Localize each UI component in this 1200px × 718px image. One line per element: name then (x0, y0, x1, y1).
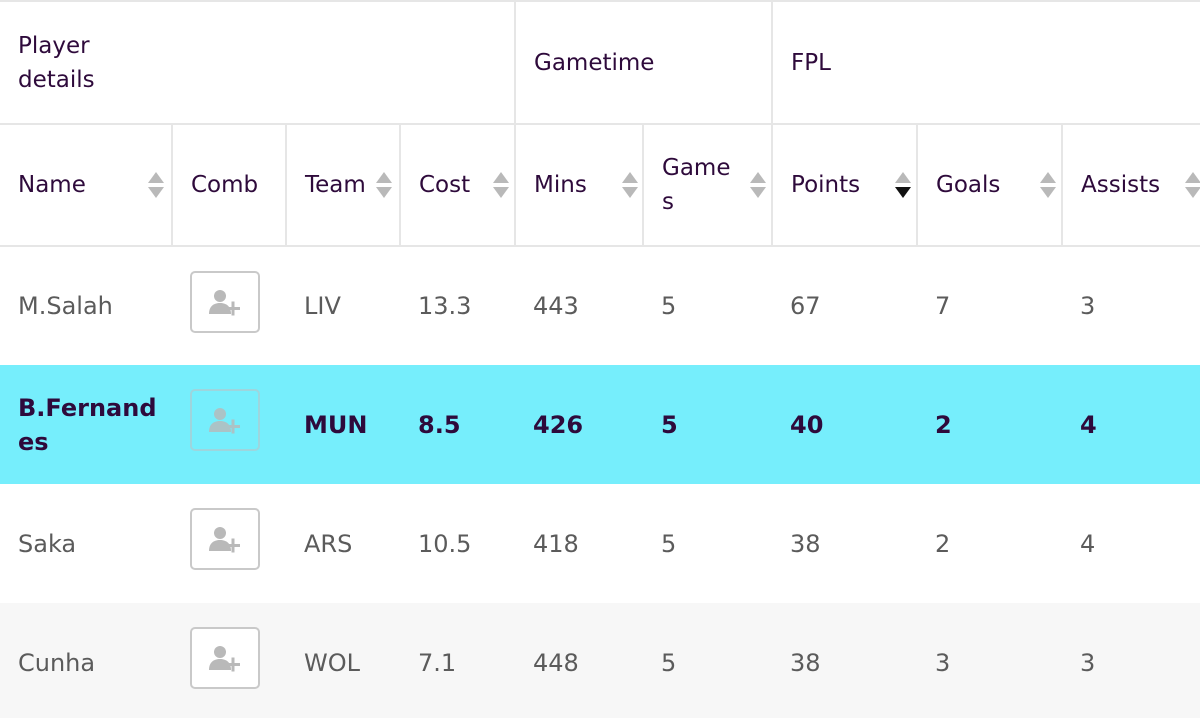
group-gametime: Gametime (515, 0, 774, 125)
comb-cell (172, 603, 286, 718)
assists-cell: 3 (1062, 603, 1200, 718)
assists-cell: 3 (1080, 292, 1096, 320)
column-header-points[interactable]: Points (772, 124, 919, 247)
add-player-button[interactable] (190, 389, 260, 451)
table-row[interactable]: Saka ARS 10.5 418 5 38 2 4 (0, 484, 1200, 603)
column-label-goals: Goals (936, 172, 1001, 198)
sort-arrows-icon[interactable] (376, 172, 392, 198)
column-label-comb: Comb (191, 172, 259, 198)
goals-cell: 2 (917, 365, 1063, 484)
sort-arrows-icon[interactable] (1040, 172, 1057, 198)
table-row-highlighted[interactable]: B.Fernandes MUN 8.5 426 5 40 2 4 (0, 365, 1200, 484)
mins-cell: 448 (515, 603, 644, 718)
team-cell: WOL (286, 603, 400, 718)
group-player-details: Player details (0, 0, 517, 125)
add-player-button[interactable] (190, 627, 260, 689)
mins-cell: 443 (533, 292, 579, 320)
table-row[interactable]: Cunha WOL 7.1 448 5 38 3 3 (0, 603, 1200, 718)
goals-cell: 7 (935, 292, 951, 320)
mins-cell: 418 (533, 529, 579, 558)
points-cell: 40 (772, 365, 918, 484)
column-header-assists[interactable]: Assists (1062, 124, 1200, 247)
points-cell: 38 (790, 529, 821, 558)
column-header-name[interactable]: Name (0, 124, 173, 247)
comb-cell (172, 365, 286, 484)
sort-arrows-icon[interactable] (148, 172, 164, 198)
mins-cell: 426 (515, 365, 644, 484)
sort-arrows-icon[interactable] (895, 172, 912, 198)
comb-cell (172, 484, 286, 603)
team-cell: MUN (286, 365, 400, 484)
column-label-name: Name (18, 172, 86, 198)
user-plus-icon (209, 527, 240, 553)
comb-cell (172, 246, 286, 365)
goals-cell: 2 (935, 529, 951, 558)
player-name[interactable]: Saka (18, 529, 77, 558)
table-row[interactable]: M.Salah LIV 13.3 443 5 67 7 3 (0, 246, 1200, 365)
games-cell: 5 (661, 292, 677, 320)
column-header-team[interactable]: Team (286, 124, 401, 247)
user-plus-icon (209, 289, 240, 315)
column-header-games[interactable]: Games (643, 124, 774, 247)
column-header-comb: Comb (172, 124, 287, 247)
player-name[interactable]: M.Salah (18, 292, 113, 320)
sort-arrows-icon[interactable] (493, 172, 509, 198)
team-cell: LIV (304, 292, 341, 320)
games-cell: 5 (661, 529, 677, 558)
column-label-assists: Assists (1081, 172, 1161, 198)
column-label-games: Games (662, 155, 731, 215)
goals-cell: 3 (917, 603, 1063, 718)
points-cell: 38 (772, 603, 918, 718)
group-fpl: FPL (772, 0, 1200, 125)
user-plus-icon (209, 646, 240, 672)
column-label-points: Points (791, 172, 861, 198)
column-label-team: Team (305, 172, 366, 198)
column-label-cost: Cost (419, 172, 471, 198)
assists-cell: 4 (1080, 529, 1096, 558)
column-header-mins[interactable]: Mins (515, 124, 645, 247)
games-cell: 5 (643, 365, 773, 484)
cost-cell: 10.5 (418, 529, 472, 558)
games-cell: 5 (643, 603, 773, 718)
points-cell: 67 (790, 292, 821, 320)
assists-cell: 4 (1062, 365, 1200, 484)
team-cell: ARS (304, 529, 353, 558)
cost-cell: 13.3 (418, 292, 472, 320)
user-plus-icon (209, 408, 240, 434)
column-header-goals[interactable]: Goals (917, 124, 1064, 247)
add-player-button[interactable] (190, 270, 260, 333)
player-name-cell[interactable]: B.Fernandes (0, 365, 172, 484)
column-header-cost[interactable]: Cost (400, 124, 517, 247)
cost-cell: 7.1 (400, 603, 516, 718)
add-player-button[interactable] (190, 508, 260, 570)
group-header-row: Player details Gametime FPL (0, 0, 1200, 125)
column-label-mins: Mins (534, 172, 587, 198)
sort-arrows-icon[interactable] (750, 172, 767, 198)
sort-arrows-icon[interactable] (622, 172, 639, 198)
player-name[interactable]: B.Fernandes (18, 393, 157, 456)
column-header-row: Name Comb Team Cost Mins Games (0, 124, 1200, 247)
sort-arrows-icon[interactable] (1185, 172, 1200, 198)
cost-cell: 8.5 (400, 365, 516, 484)
player-name[interactable]: Cunha (0, 603, 172, 718)
